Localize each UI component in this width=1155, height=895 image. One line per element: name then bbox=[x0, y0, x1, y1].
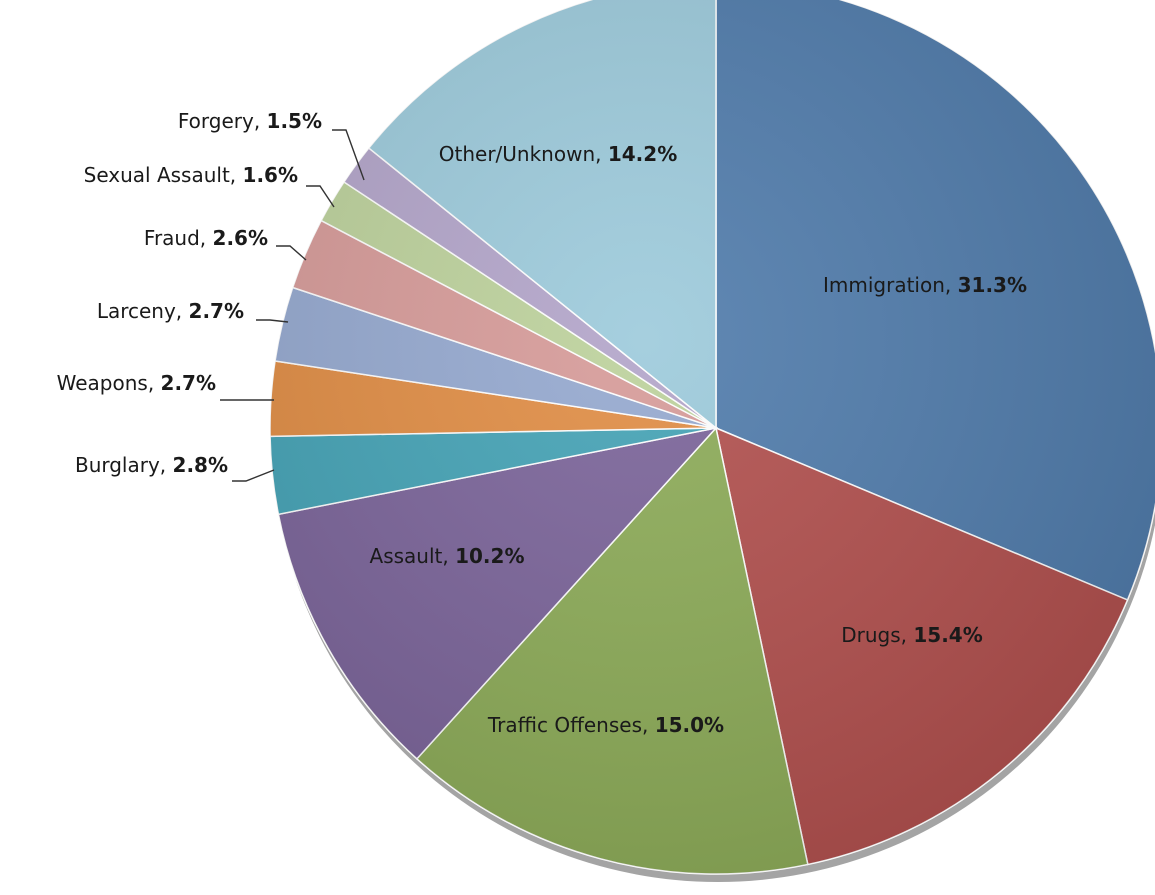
slice-label-assault: Assault, 10.2% bbox=[370, 544, 525, 568]
leader-line-forgery bbox=[332, 129, 365, 181]
leader-line-sexual-assault bbox=[306, 185, 335, 208]
leader-line-larceny bbox=[256, 319, 289, 323]
slice-label-weapons: Weapons, 2.7% bbox=[57, 371, 216, 395]
slice-label-traffic-offenses: Traffic Offenses, 15.0% bbox=[487, 713, 724, 737]
slice-label-sexual-assault: Sexual Assault, 1.6% bbox=[84, 163, 298, 187]
slice-label-immigration: Immigration, 31.3% bbox=[823, 273, 1027, 297]
leader-lines bbox=[220, 129, 365, 482]
leader-line-burglary bbox=[232, 469, 275, 482]
leader-line-fraud bbox=[276, 245, 307, 261]
slice-label-larceny: Larceny, 2.7% bbox=[97, 299, 244, 323]
slice-label-drugs: Drugs, 15.4% bbox=[841, 623, 983, 647]
slice-labels: Immigration, 31.3% Drugs, 15.4% Traffic Of… bbox=[57, 109, 1027, 737]
pie-slices bbox=[269, 0, 1155, 882]
slice-label-burglary: Burglary, 2.8% bbox=[75, 453, 228, 477]
slice-label-fraud: Fraud, 2.6% bbox=[144, 226, 268, 250]
slice-label-other-unknown: Other/Unknown, 14.2% bbox=[439, 142, 677, 166]
slice-label-forgery: Forgery, 1.5% bbox=[178, 109, 322, 133]
